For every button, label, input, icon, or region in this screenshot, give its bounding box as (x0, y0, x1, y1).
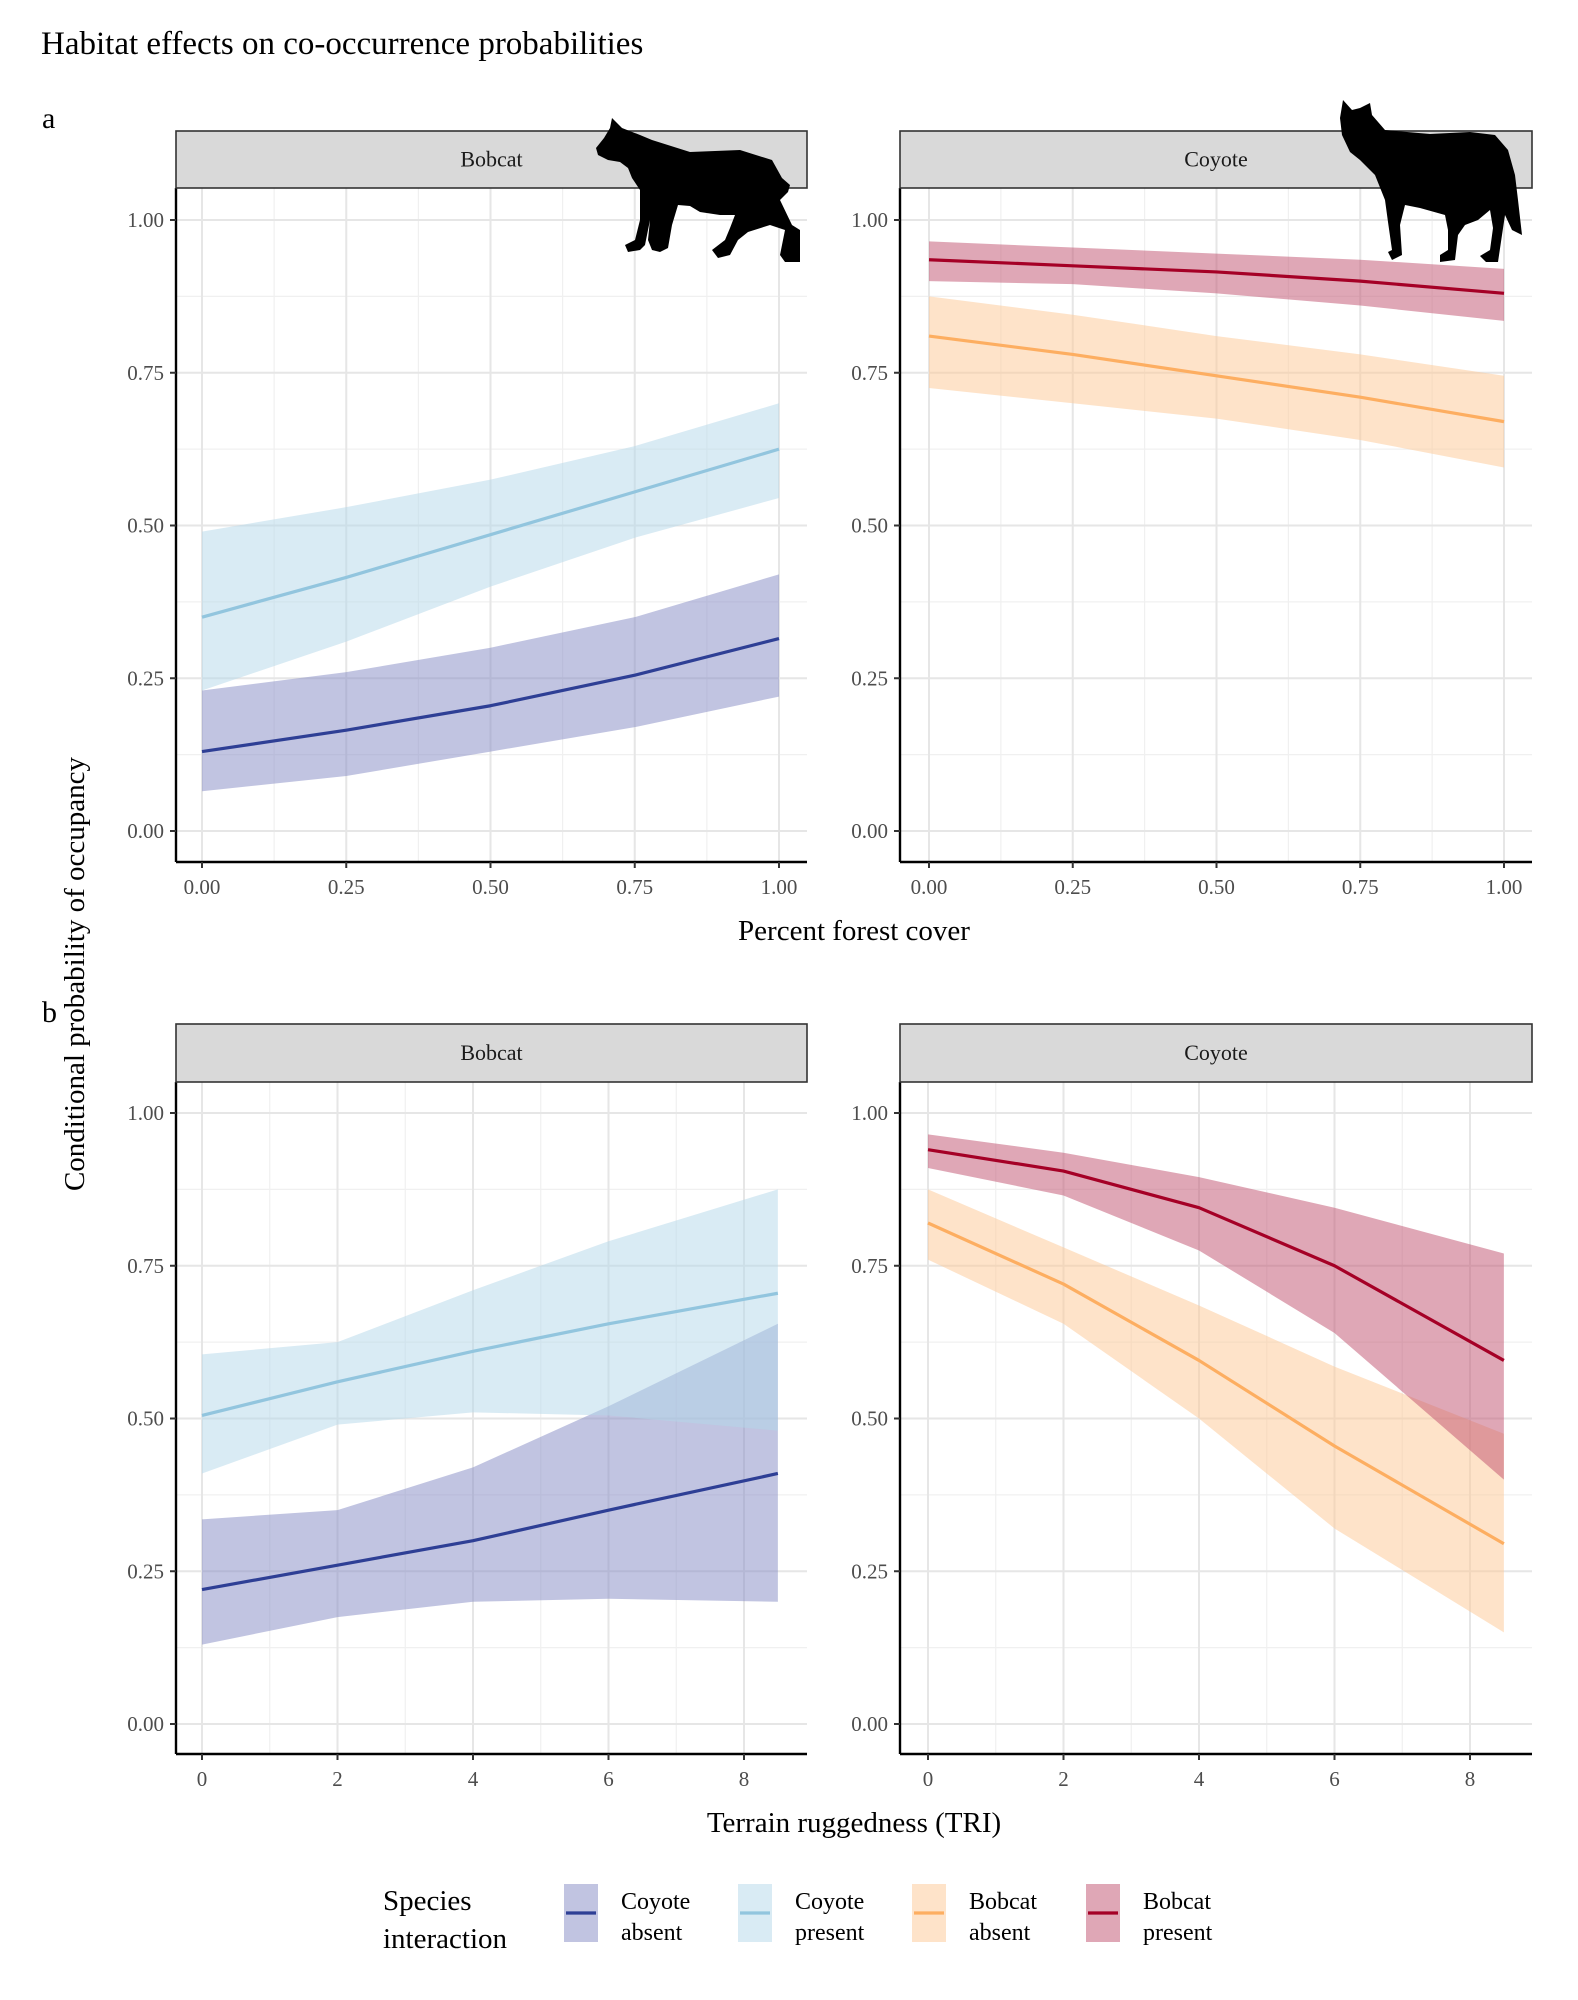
y-tick-label: 0.25 (851, 1559, 888, 1583)
facet-bobcat: 0.00 0.25 0.50 0.75 1.00 0 2 4 6 8 Bobcat (127, 1023, 808, 1791)
confidence-ribbon-coyote-present (202, 403, 779, 691)
facet-strip-label: Bobcat (460, 147, 522, 172)
bobcat-silhouette-icon (596, 118, 800, 262)
y-tick-label: 0.00 (127, 1712, 164, 1736)
y-tick-label: 0.00 (851, 819, 888, 843)
y-tick-label: 1.00 (851, 208, 888, 232)
y-tick-label: 0.75 (127, 1254, 164, 1278)
y-tick-label: 0.75 (851, 1254, 888, 1278)
series-line-coyote-absent (201, 1471, 779, 1592)
confidence-ribbon-bobcat-absent (928, 1189, 1504, 1633)
x-axis-title: Percent forest cover (738, 915, 970, 947)
series-line-bobcat-present (928, 258, 1505, 295)
x-tick-label: 6 (1329, 1767, 1340, 1791)
x-tick-label: 0.00 (911, 875, 948, 899)
y-tick-label: 0.75 (851, 361, 888, 385)
legend: Species interaction Coyote absent Coyote pres… (383, 1884, 1213, 1955)
x-tick-label: 0 (923, 1767, 934, 1791)
series-line-bobcat-absent (927, 1221, 1505, 1546)
confidence-ribbon-bobcat-present (929, 241, 1504, 321)
legend-label: Bobcat absent (969, 1889, 1037, 1946)
facet-coyote: 0.00 0.25 0.50 0.75 1.00 0.00 0.25 0.50 0.75 1.00… (851, 130, 1533, 899)
legend-label-line: Bobcat (969, 1889, 1037, 1915)
y-tick-label: 0.25 (127, 1559, 164, 1583)
legend-title-line: Species (383, 1885, 472, 1917)
x-tick-label: 6 (603, 1767, 614, 1791)
legend-label-line: Coyote (621, 1889, 690, 1915)
legend-item-bobcat-absent: Bobcat absent (912, 1884, 1037, 1946)
y-tick-label: 0.75 (127, 361, 164, 385)
y-tick-label: 0.00 (127, 819, 164, 843)
legend-item-coyote-absent: Coyote absent (564, 1884, 690, 1946)
coyote-silhouette-icon (1340, 100, 1522, 262)
x-tick-label: 0.75 (1342, 875, 1379, 899)
series-line-bobcat-present (927, 1148, 1505, 1362)
y-tick-label: 0.50 (127, 514, 164, 538)
x-tick-label: 0.00 (184, 875, 221, 899)
legend-item-bobcat-present: Bobcat present (1086, 1884, 1213, 1946)
legend-item-coyote-present: Coyote present (738, 1884, 865, 1946)
y-tick-label: 1.00 (127, 1101, 164, 1125)
facet-coyote: 0.00 0.25 0.50 0.75 1.00 0 2 4 6 8 Coyote (851, 1023, 1533, 1791)
x-tick-label: 0 (197, 1767, 208, 1791)
y-tick-label: 0.50 (851, 1407, 888, 1431)
x-tick-label: 8 (1465, 1767, 1476, 1791)
confidence-ribbon-bobcat-present (928, 1134, 1504, 1480)
series-line-coyote-present (201, 447, 780, 619)
y-tick-label: 0.00 (851, 1712, 888, 1736)
y-tick-label: 0.25 (851, 666, 888, 690)
facet-bobcat: 0.00 0.25 0.50 0.75 1.00 0.00 0.25 0.50 0.75 1.00… (127, 130, 808, 899)
x-tick-label: 2 (332, 1767, 343, 1791)
confidence-ribbon-coyote-absent (202, 574, 779, 792)
x-tick-label: 0.25 (328, 875, 365, 899)
y-tick-label: 0.50 (851, 514, 888, 538)
legend-label-line: absent (621, 1920, 683, 1946)
x-tick-label: 4 (1194, 1767, 1205, 1791)
series-line-coyote-present (201, 1291, 779, 1417)
x-tick-label: 1.00 (761, 875, 798, 899)
facet-strip-label: Coyote (1184, 147, 1248, 172)
x-tick-label: 0.50 (472, 875, 509, 899)
confidence-ribbon-bobcat-absent (929, 296, 1504, 468)
panel-label: a (42, 102, 55, 135)
x-axis-title: Terrain ruggedness (TRI) (707, 1807, 1001, 1839)
confidence-ribbon-coyote-present (202, 1189, 778, 1474)
y-tick-label: 0.50 (127, 1407, 164, 1431)
x-tick-label: 0.25 (1054, 875, 1091, 899)
panel-row-b: b 0.00 0.25 0.50 0.75 1.00 0 2 4 6 8 Bobcat 0.00 0.25… (42, 996, 1533, 1839)
figure-title: Habitat effects on co-occurrence probabi… (41, 26, 643, 62)
series-line-coyote-absent (201, 636, 780, 754)
facet-strip (899, 1023, 1533, 1083)
legend-label: Coyote present (795, 1889, 865, 1946)
x-tick-label: 4 (468, 1767, 479, 1791)
x-tick-label: 2 (1058, 1767, 1069, 1791)
y-tick-label: 1.00 (851, 1101, 888, 1125)
legend-title-line: interaction (383, 1923, 508, 1955)
legend-label-line: absent (969, 1920, 1031, 1946)
series-line-bobcat-absent (928, 334, 1505, 424)
x-tick-label: 1.00 (1486, 875, 1523, 899)
facet-strip-label: Coyote (1184, 1040, 1248, 1065)
legend-title: Species interaction (383, 1885, 508, 1955)
facet-strip (175, 1023, 808, 1083)
facet-strip-label: Bobcat (460, 1040, 522, 1065)
y-axis-title: Conditional probability of occupancy (59, 756, 91, 1191)
legend-label: Bobcat present (1143, 1889, 1213, 1946)
legend-label-line: Coyote (795, 1889, 864, 1915)
panel-row-a: a 0.00 0.25 0.50 0.75 1.00 0.00 0.25 0.50 0.75 1.0… (42, 102, 1533, 947)
x-tick-label: 8 (739, 1767, 750, 1791)
legend-label-line: present (795, 1920, 865, 1946)
y-tick-label: 1.00 (127, 208, 164, 232)
x-tick-label: 0.50 (1198, 875, 1235, 899)
y-tick-label: 0.25 (127, 666, 164, 690)
x-tick-label: 0.75 (616, 875, 653, 899)
legend-label: Coyote absent (621, 1889, 690, 1946)
panel-label: b (42, 996, 57, 1029)
legend-label-line: Bobcat (1143, 1889, 1211, 1915)
legend-label-line: present (1143, 1920, 1213, 1946)
